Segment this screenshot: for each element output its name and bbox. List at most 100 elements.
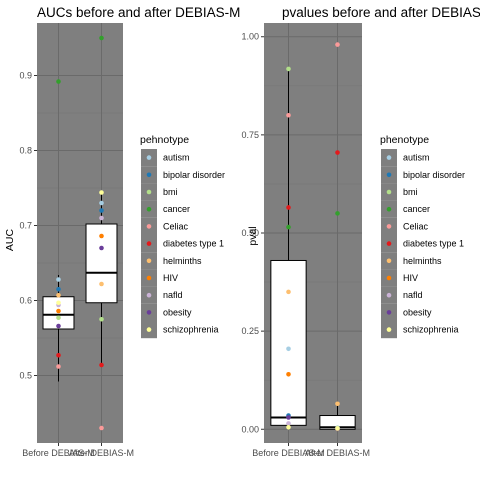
y-tick-label: 0.75 [241, 130, 259, 140]
point-diabetes-type-1 [335, 150, 340, 155]
point-bmi [286, 66, 291, 72]
y-tick-label: 0.25 [241, 326, 259, 336]
point-nafld [286, 421, 291, 426]
legend-item-bmi: bmi [163, 187, 178, 197]
point-schizophrenia [286, 424, 291, 430]
legend-item-diabetes-type-1: diabetes type 1 [403, 239, 464, 249]
y-tick-label: 0.6 [19, 296, 32, 306]
legend-item-autism: autism [403, 153, 430, 163]
legend-item-helminths: helminths [403, 256, 442, 266]
legend-marker-schizophrenia [386, 327, 392, 332]
x-tick-label: After DEBIAS-M [69, 448, 134, 458]
legend-marker-bmi [146, 189, 152, 195]
legend-marker-diabetes-type-1 [386, 241, 392, 246]
point-autism [56, 277, 61, 282]
legend-item-diabetes-type-1: diabetes type 1 [163, 239, 224, 249]
legend-marker-celiac [146, 224, 152, 229]
y-axis-label: pval [247, 226, 259, 245]
legend-marker-obesity [386, 310, 392, 315]
legend-item-hiv: HIV [163, 273, 178, 283]
x-tick-label: After DEBIAS-M [305, 448, 370, 458]
point-diabetes-type-1 [99, 362, 104, 368]
legend-item-hiv: HIV [403, 273, 418, 283]
y-axis-label: AUC [4, 228, 16, 251]
point-hiv [56, 308, 61, 314]
point-celiac [99, 425, 104, 431]
legend-marker-bipolar-disorder [146, 172, 152, 178]
legend-item-bmi: bmi [403, 187, 418, 197]
point-cancer [335, 211, 340, 216]
point-schizophrenia [335, 426, 340, 431]
point-bmi [99, 316, 104, 322]
chart-title: pvalues before and after DEBIAS-M [282, 5, 480, 20]
legend-marker-hiv [146, 275, 152, 281]
point-autism [99, 200, 104, 206]
point-helminths [286, 289, 291, 295]
legend-marker-schizophrenia [146, 327, 152, 332]
point-celiac [335, 42, 340, 47]
legend-marker-hiv [386, 275, 392, 281]
legend-item-obesity: obesity [163, 307, 192, 317]
point-bipolar-disorder [56, 286, 61, 292]
legend-marker-cancer [146, 206, 152, 212]
point-celiac [56, 364, 61, 369]
point-helminths [99, 281, 104, 287]
legend-marker-cancer [386, 206, 392, 212]
legend-item-cancer: cancer [403, 204, 430, 214]
chart-title: AUCs before and after DEBIAS-M [37, 5, 240, 20]
legend-item-celiac: Celiac [163, 221, 189, 231]
y-tick-label: 0.5 [19, 371, 32, 381]
legend-marker-bmi [386, 189, 392, 195]
legend-marker-nafld [146, 292, 152, 298]
point-obesity [56, 323, 61, 329]
point-bmi [56, 315, 61, 321]
legend-marker-obesity [146, 310, 152, 315]
y-tick-label: 1.00 [241, 32, 259, 42]
legend-item-schizophrenia: schizophrenia [163, 325, 219, 335]
point-helminths [56, 292, 61, 298]
point-hiv [99, 233, 104, 239]
point-cancer [56, 79, 61, 84]
point-nafld [99, 215, 104, 221]
legend-marker-helminths [146, 258, 152, 264]
x-tick-label: Before DEBIAS-M [252, 448, 325, 458]
point-obesity [286, 415, 291, 420]
point-autism [286, 346, 291, 352]
pval-chart: 0.00 0.25 0.50 0.75 1.00 Before DEBIAS-MAfter… [241, 5, 480, 458]
legend-item-schizophrenia: schizophrenia [403, 325, 459, 335]
legend-marker-nafld [386, 292, 392, 298]
box-before-debias-m [270, 259, 307, 426]
point-helminths [335, 401, 340, 407]
legend-item-nafld: nafld [403, 290, 423, 300]
legend-item-nafld: nafld [163, 290, 183, 300]
legend-marker-diabetes-type-1 [146, 241, 152, 246]
legend-item-celiac: Celiac [403, 221, 429, 231]
y-tick-label: 0.50 [241, 228, 259, 238]
point-diabetes-type-1 [56, 352, 61, 358]
point-celiac [286, 112, 291, 118]
legend-marker-helminths [386, 258, 392, 264]
point-diabetes-type-1 [286, 205, 291, 210]
legend-title: phenotype [380, 134, 429, 146]
y-tick-label: 0.00 [241, 424, 259, 434]
legend-item-cancer: cancer [163, 204, 190, 214]
legend-item-obesity: obesity [403, 307, 432, 317]
point-cancer [286, 224, 291, 230]
legend-marker-autism [146, 155, 152, 160]
legend-item-bipolar-disorder: bipolar disorder [403, 170, 465, 180]
x-tick-label: Before DEBIAS-M [22, 448, 95, 458]
y-tick-label: 0.7 [19, 221, 32, 231]
point-obesity [99, 245, 104, 251]
point-schizophrenia [99, 190, 104, 195]
legend-item-autism: autism [163, 153, 190, 163]
legend-title: pehnotype [140, 134, 189, 146]
legend-item-helminths: helminths [163, 256, 202, 266]
point-hiv [286, 372, 291, 377]
legend-marker-celiac [386, 224, 392, 229]
point-bipolar-disorder [99, 208, 104, 213]
legend-marker-bipolar-disorder [386, 172, 392, 178]
legend-item-bipolar-disorder: bipolar disorder [163, 170, 225, 180]
y-tick-label: 0.9 [19, 71, 32, 81]
